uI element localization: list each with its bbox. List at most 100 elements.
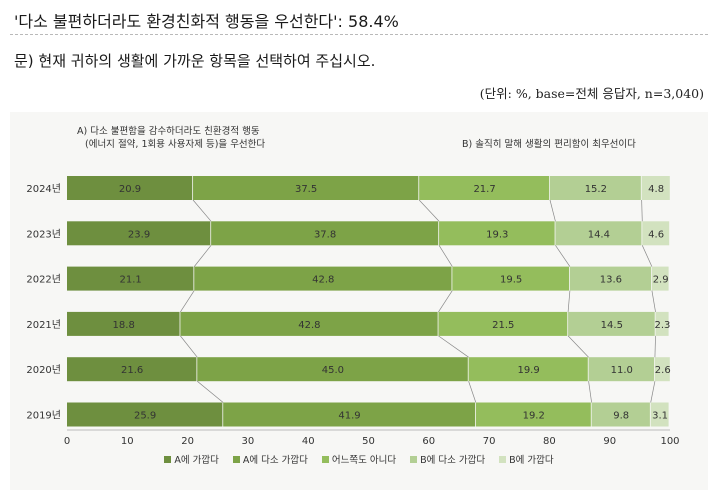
data-label: 9.8 — [613, 411, 629, 422]
bar-segment — [452, 266, 570, 291]
connector-line — [549, 199, 556, 222]
x-tick-label: 0 — [64, 436, 70, 447]
connector-line — [438, 290, 453, 313]
legend-swatch — [321, 455, 329, 463]
bar-segment — [419, 176, 550, 200]
data-label: 14.4 — [588, 229, 610, 240]
connector-line — [438, 335, 469, 358]
bar-segment — [67, 266, 194, 291]
bar-segment — [439, 221, 555, 246]
bar-segment — [180, 311, 438, 336]
connector-line — [641, 199, 643, 222]
data-label: 21.6 — [121, 365, 143, 376]
data-label: 4.6 — [648, 229, 664, 240]
bar-segment — [591, 402, 650, 427]
connector-line — [567, 290, 571, 312]
x-tick-label: 40 — [302, 436, 315, 447]
x-tick-label: 60 — [422, 436, 435, 447]
x-tick-label: 80 — [543, 436, 556, 447]
legend-item: A에 다소 가깝다 — [232, 452, 308, 466]
bar-segment — [654, 357, 670, 382]
bar-segment — [438, 311, 568, 336]
bar-segment — [569, 266, 652, 291]
category-label: 2022년 — [26, 274, 61, 286]
data-label: 19.3 — [486, 229, 508, 240]
data-label: 42.8 — [312, 275, 334, 286]
connector-line — [192, 199, 212, 222]
legend-item: 어느쪽도 아니다 — [321, 452, 396, 466]
connector-line — [650, 381, 656, 403]
bar-segment — [468, 357, 588, 382]
connector-line — [567, 335, 589, 358]
bar-segment — [211, 221, 439, 246]
bar-segment — [223, 402, 476, 427]
data-label: 3.1 — [652, 411, 668, 422]
connector-line — [555, 245, 571, 267]
chart-legend: A에 가깝다 A에 다소 가깝다 어느쪽도 아니다 B에 다소 가깝다 B에 가깝다 — [10, 452, 708, 466]
legend-swatch — [232, 455, 240, 463]
connector-line — [418, 199, 440, 222]
data-label: 21.1 — [119, 275, 141, 286]
bar-segment — [555, 221, 642, 246]
x-tick-label: 90 — [603, 436, 616, 447]
data-label: 2.9 — [653, 275, 669, 286]
chart-panel: A) 다소 불편함을 감수하더라도 친환경적 행동 (에너지 절약, 1회용 사용… — [10, 112, 708, 490]
bar-segment — [642, 221, 670, 246]
data-label: 4.8 — [648, 184, 664, 195]
x-tick-label: 30 — [242, 436, 255, 447]
connector-line — [193, 245, 212, 267]
data-label: 19.5 — [500, 275, 522, 286]
data-label: 19.9 — [517, 365, 539, 376]
connector-line — [197, 380, 224, 403]
headline: '다소 불편하더라도 환경친화적 행동을 우선한다': 58.4% — [14, 12, 399, 31]
connector-line — [468, 381, 477, 403]
bar-segment — [651, 266, 669, 291]
data-label: 21.5 — [492, 320, 514, 331]
bar-segment — [193, 176, 419, 200]
annotation-a-line2: (에너지 절약, 1회용 사용자제 등)을 우선한다 — [85, 138, 265, 150]
data-label: 23.9 — [128, 229, 150, 240]
connector-line — [641, 245, 653, 267]
bar-segment — [67, 176, 193, 200]
survey-question: 문) 현재 귀하의 생활에 가까운 항목을 선택하여 주십시오. — [14, 52, 376, 70]
bar-segment — [655, 311, 669, 336]
legend-item: A에 가깝다 — [164, 452, 219, 466]
data-label: 45.0 — [322, 365, 344, 376]
data-label: 15.2 — [585, 184, 607, 195]
legend-label: A에 다소 가깝다 — [242, 455, 308, 466]
data-label: 18.8 — [113, 320, 135, 331]
data-label: 2.6 — [655, 365, 671, 376]
connector-line — [180, 290, 195, 313]
bar-segment — [475, 402, 591, 427]
bar-segment — [641, 176, 670, 200]
bar-segment — [588, 357, 655, 382]
data-label: 20.9 — [119, 184, 141, 195]
data-label: 11.0 — [611, 365, 633, 376]
legend-swatch — [410, 455, 418, 463]
bar-segment — [67, 221, 211, 246]
data-label: 25.9 — [134, 411, 156, 422]
category-label: 2021년 — [26, 319, 61, 331]
connector-line — [180, 335, 198, 358]
category-label: 2023년 — [26, 228, 61, 240]
bar-segment — [568, 311, 655, 336]
data-label: 2.3 — [655, 320, 671, 331]
category-label: 2024년 — [26, 183, 61, 195]
data-label: 19.2 — [523, 411, 545, 422]
data-label: 42.8 — [298, 320, 320, 331]
bar-segment — [550, 176, 641, 200]
connector-line — [438, 245, 453, 267]
connector-line — [651, 290, 656, 312]
legend-swatch — [164, 455, 172, 463]
bar-segment — [197, 357, 468, 382]
x-tick-label: 70 — [483, 436, 496, 447]
bar-segment — [67, 357, 197, 382]
legend-label: A에 가깝다 — [174, 455, 219, 466]
bar-segment — [650, 402, 669, 427]
stacked-bar-chart: A) 다소 불편함을 감수하더라도 친환경적 행동(에너지 절약, 1회용 사용… — [26, 125, 679, 447]
data-label: 41.9 — [338, 411, 360, 422]
data-label: 14.5 — [601, 320, 623, 331]
x-tick-label: 100 — [660, 436, 679, 447]
connector-line — [588, 381, 592, 403]
annotation-a-line1: A) 다소 불편함을 감수하더라도 친환경적 행동 — [77, 125, 260, 137]
